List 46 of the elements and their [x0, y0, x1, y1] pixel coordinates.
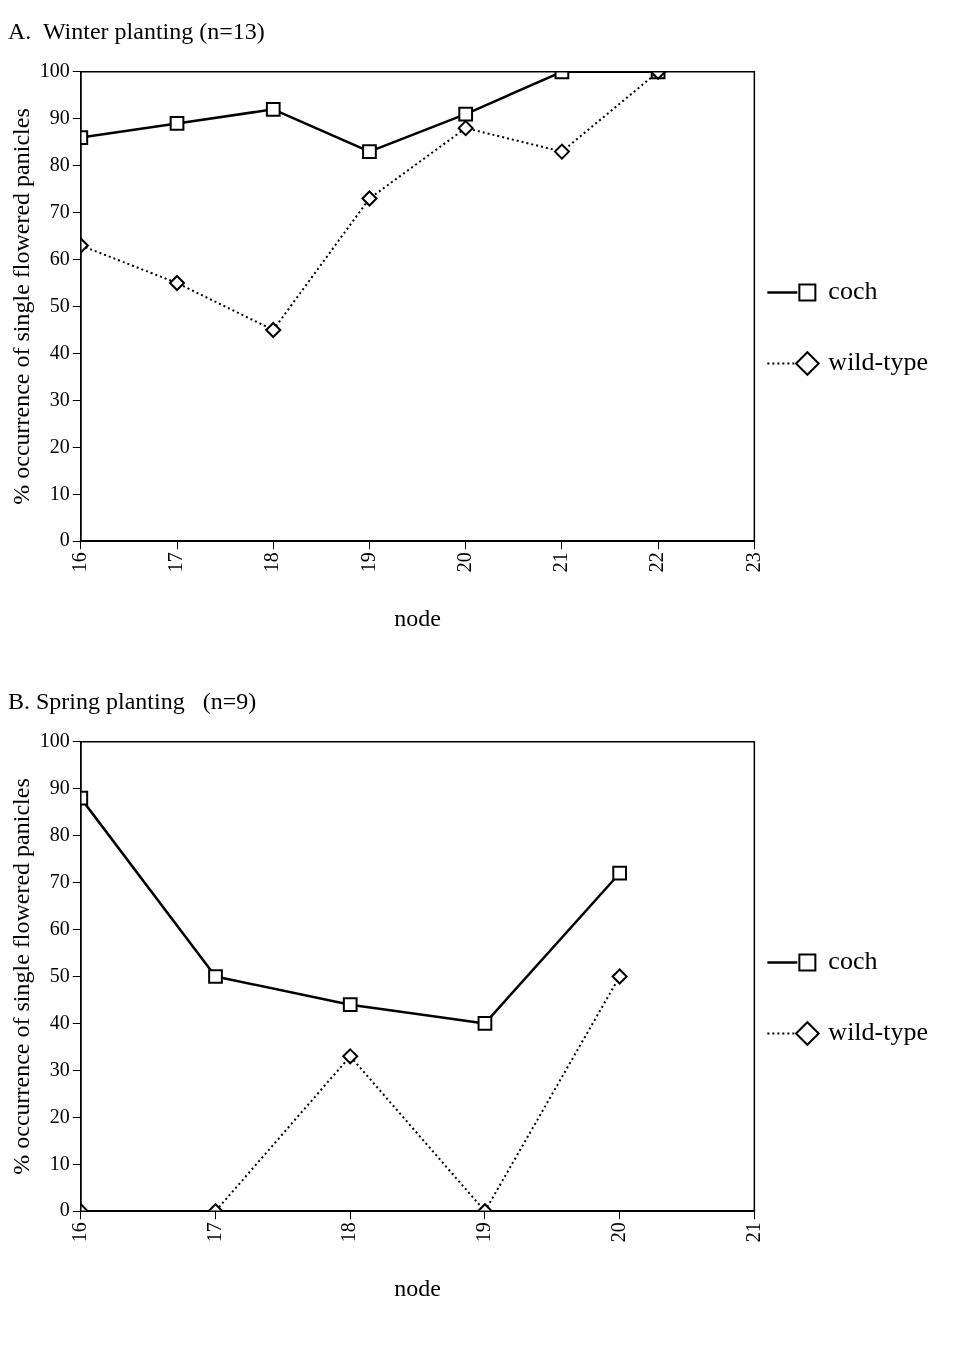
- x-tick-label: 21: [549, 552, 572, 573]
- legend-label: wild-type: [828, 347, 929, 377]
- y-tick-label: 90: [49, 105, 70, 128]
- legend-label: wild-type: [828, 1017, 929, 1047]
- y-tick-label: 90: [49, 775, 70, 798]
- legend-label: coch: [828, 276, 878, 306]
- y-tick-label: 80: [49, 822, 70, 845]
- legend-label: coch: [828, 946, 878, 976]
- y-tick-label: 60: [49, 916, 70, 939]
- x-tick-label: 22: [645, 552, 668, 573]
- x-tick-label: 21: [741, 1222, 764, 1243]
- x-tick-label: 23: [741, 552, 764, 573]
- y-tick-label: 10: [49, 481, 70, 504]
- y-tick-label: 30: [49, 1057, 70, 1080]
- y-tick-label: 70: [49, 199, 70, 222]
- x-tick-label: 19: [472, 1222, 495, 1243]
- x-tick-label: 20: [452, 552, 475, 573]
- x-tick-label: 19: [356, 552, 379, 573]
- x-axis-title: node: [394, 1274, 441, 1301]
- y-tick-label: 20: [49, 1104, 70, 1127]
- x-tick-label: 17: [202, 1222, 225, 1243]
- y-axis-title: % occurrence of single flowered panicles: [7, 108, 34, 505]
- y-tick-label: 60: [49, 246, 70, 269]
- y-tick-label: 70: [49, 869, 70, 892]
- y-tick-label: 30: [49, 387, 70, 410]
- x-tick-label: 18: [260, 552, 283, 573]
- y-tick-label: 0: [59, 528, 70, 551]
- y-axis-title: % occurrence of single flowered panicles: [7, 778, 34, 1175]
- x-tick-label: 17: [164, 552, 187, 573]
- x-tick-label: 20: [606, 1222, 629, 1243]
- x-axis-title: node: [394, 604, 441, 631]
- y-tick-label: 40: [49, 1010, 70, 1033]
- y-tick-label: 40: [49, 340, 70, 363]
- x-tick-label: 18: [337, 1222, 360, 1243]
- y-tick-label: 50: [49, 293, 70, 316]
- chart-title: B. Spring planting (n=9): [8, 687, 257, 714]
- y-tick-label: 100: [39, 729, 70, 752]
- y-tick-label: 10: [49, 1151, 70, 1174]
- y-tick-label: 100: [39, 59, 70, 82]
- y-tick-label: 20: [49, 434, 70, 457]
- x-tick-label: 16: [68, 552, 91, 573]
- y-tick-label: 50: [49, 963, 70, 986]
- y-tick-label: 80: [49, 152, 70, 175]
- x-tick-label: 16: [68, 1222, 91, 1243]
- chart-title: A. Winter planting (n=13): [8, 17, 265, 44]
- y-tick-label: 0: [59, 1198, 70, 1221]
